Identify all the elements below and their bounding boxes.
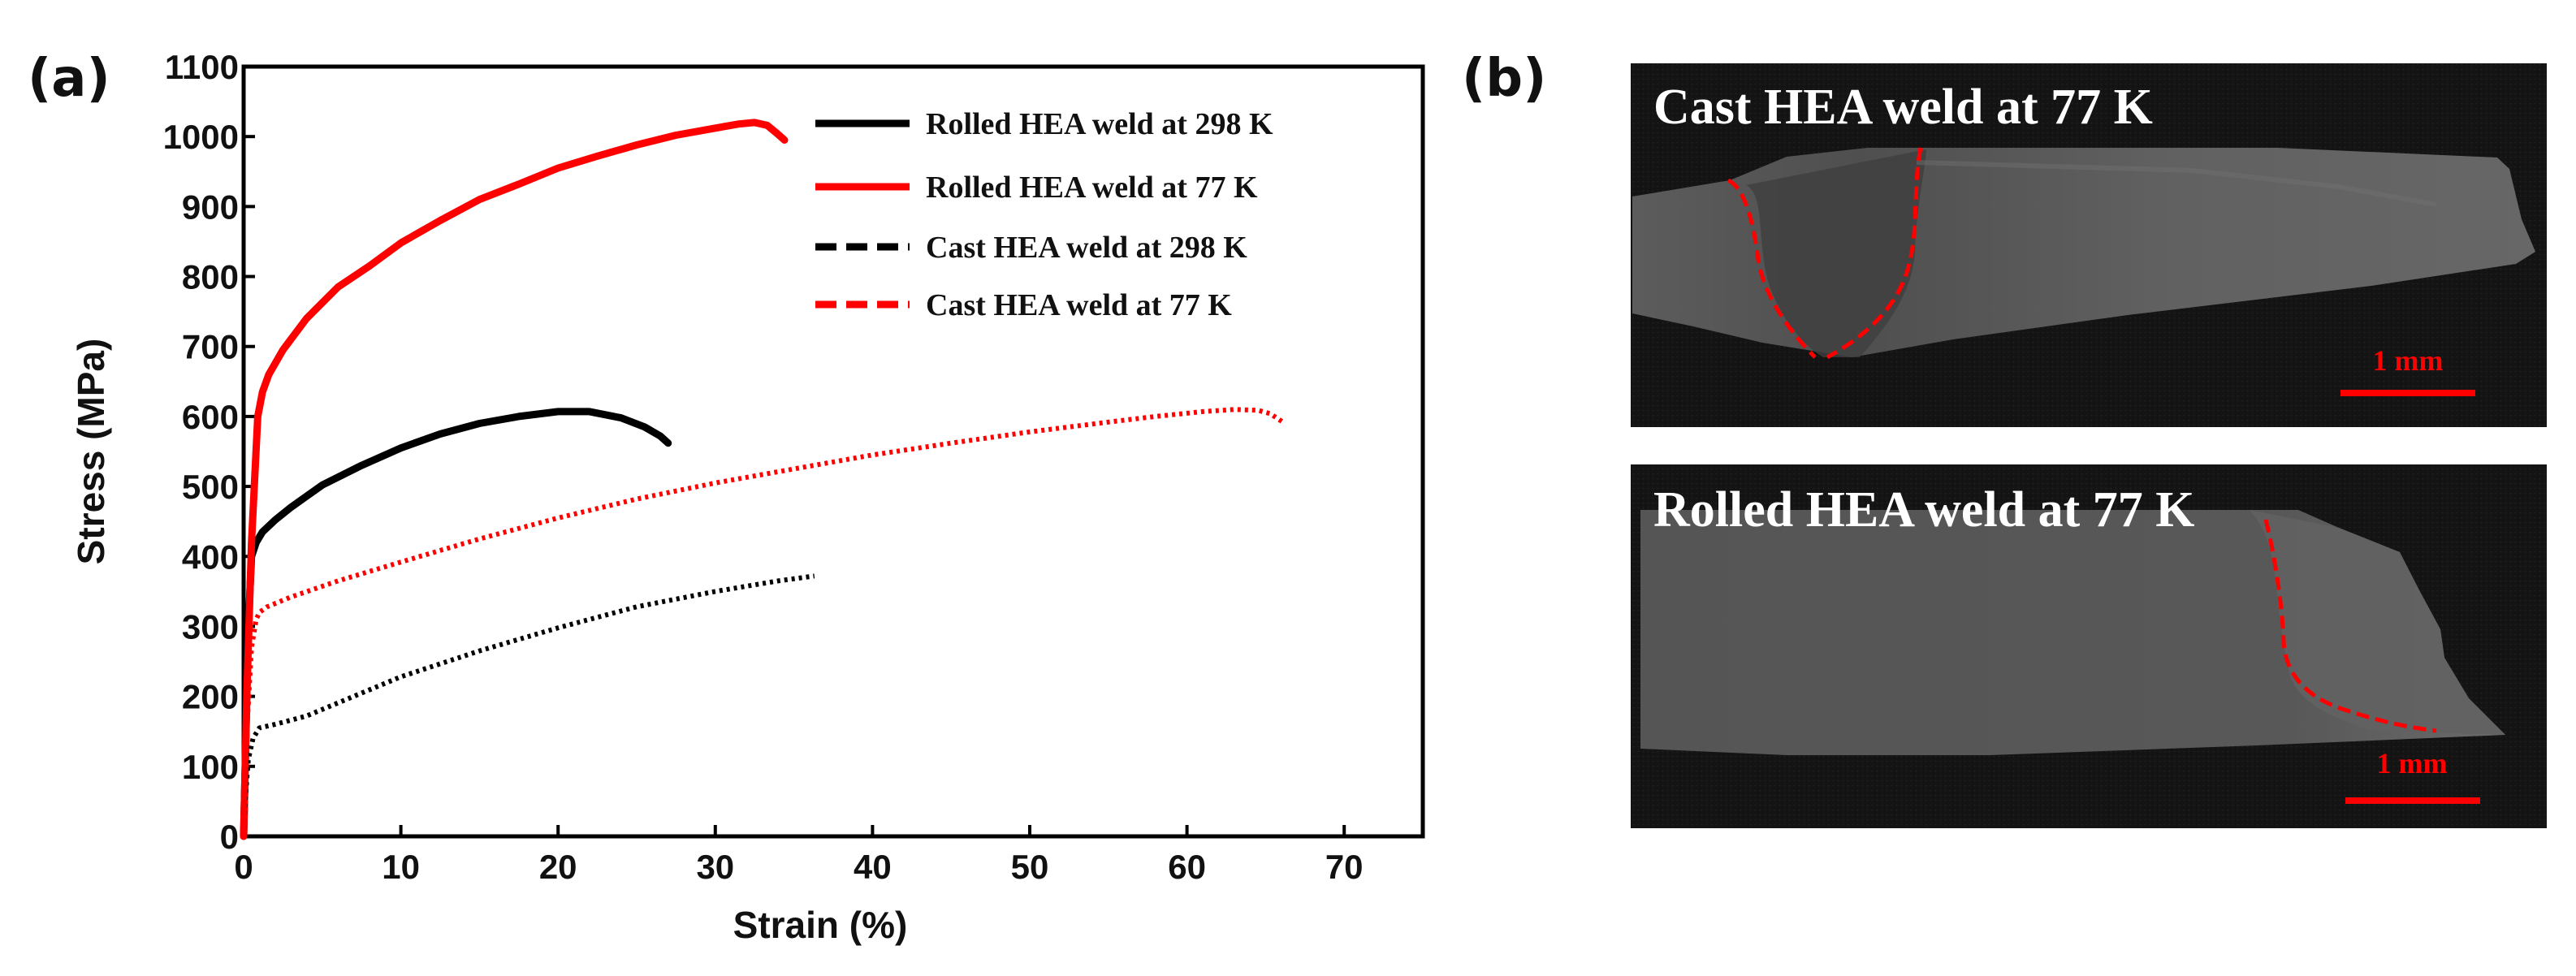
y-axis-title: Stress (MPa) — [70, 339, 112, 565]
legend-label-cast-77: Cast HEA weld at 77 K — [926, 288, 1232, 322]
y-tick-label: 1100 — [165, 48, 239, 86]
x-tick-label: 40 — [854, 848, 892, 886]
x-axis-title: Strain (%) — [733, 904, 908, 946]
y-tick-label: 100 — [182, 748, 239, 786]
y-tick-label: 900 — [182, 188, 239, 226]
series-rolled-298-curve — [240, 408, 672, 840]
x-tick-label: 70 — [1325, 848, 1364, 886]
scale-bar-bottom — [2345, 797, 2480, 804]
scale-bar-top — [2340, 390, 2475, 396]
x-tick-label: 50 — [1011, 848, 1049, 886]
x-tick-label: 60 — [1168, 848, 1206, 886]
series-cast-298-curve — [241, 573, 815, 837]
y-tick-label: 700 — [182, 328, 239, 366]
fusion-boundary-rolled — [2263, 519, 2437, 733]
micrograph-rolled-title: Rolled HEA weld at 77 K — [1653, 482, 2195, 538]
y-tick-label: 500 — [182, 468, 239, 506]
y-tick-label: 0 — [220, 818, 239, 856]
micrograph-cast-weld: Cast HEA weld at 77 K 1 mm — [1631, 63, 2547, 427]
fusion-zone — [1746, 149, 1926, 357]
y-tick-label: 200 — [182, 678, 239, 716]
x-axis: 0 10 20 30 40 50 60 70 — [234, 825, 1364, 886]
fusion-boundary-right — [1826, 147, 1923, 360]
fusion-boundary-left — [1727, 178, 1817, 359]
x-tick-label: 10 — [382, 848, 420, 886]
legend-label-cast-298: Cast HEA weld at 298 K — [926, 231, 1247, 265]
micrograph-rolled-weld: Rolled HEA weld at 77 K 1 mm — [1631, 464, 2547, 828]
series-rolled-77-curve — [240, 119, 789, 840]
x-tick-label: 0 — [234, 848, 253, 886]
panel-a-label: (a) — [28, 49, 110, 109]
y-tick-label: 1000 — [163, 118, 239, 156]
micrograph-cast-title: Cast HEA weld at 77 K — [1653, 80, 2153, 135]
y-tick-label: 400 — [182, 538, 239, 576]
scale-bar-label-bottom: 1 mm — [2377, 747, 2448, 780]
y-tick-label: 600 — [182, 398, 239, 436]
grain-texture — [1916, 160, 2437, 207]
scale-bar-label-top: 1 mm — [2373, 344, 2444, 377]
x-tick-label: 30 — [696, 848, 734, 886]
y-tick-label: 800 — [182, 258, 239, 296]
legend-label-rolled-298: Rolled HEA weld at 298 K — [926, 107, 1273, 141]
legend: Rolled HEA weld at 298 K Rolled HEA weld… — [815, 107, 1273, 322]
series-layer — [240, 119, 1285, 840]
y-tick-label: 300 — [182, 607, 239, 646]
series-cast-77-curve — [241, 407, 1285, 837]
plot-frame — [241, 64, 1425, 839]
legend-label-rolled-77: Rolled HEA weld at 77 K — [926, 171, 1258, 205]
x-tick-label: 20 — [539, 848, 577, 886]
rolled-weld-zone — [2250, 510, 2505, 735]
stress-strain-chart: 0 100 200 300 400 500 600 700 800 900 1000 1100 0 10… — [70, 48, 1425, 946]
panel-b-label: (b) — [1462, 49, 1546, 109]
y-axis: 0 100 200 300 400 500 600 700 800 900 1000 1100 — [163, 48, 255, 856]
